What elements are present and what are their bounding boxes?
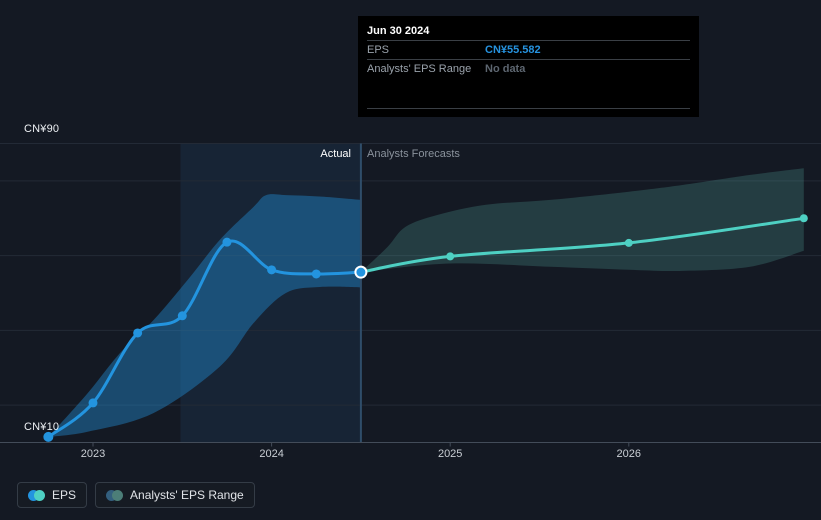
tooltip-row-label: Analysts' EPS Range <box>367 63 472 75</box>
analysts-range-series-icon <box>106 489 124 501</box>
tooltip-row-label: EPS <box>367 44 390 56</box>
eps-data-point[interactable] <box>267 265 277 275</box>
eps-data-point[interactable] <box>177 311 187 321</box>
actual-eps-range-band <box>48 194 361 437</box>
tooltip-date-title: Jun 30 2024 <box>367 25 430 37</box>
tooltip-separator <box>367 108 690 109</box>
chart-tooltip: Jun 30 2024 EPS CN¥55.582 Analysts' EPS … <box>358 16 699 117</box>
forecast-eps-range-band <box>360 168 804 273</box>
actual-section-label: Actual <box>320 148 351 160</box>
tooltip-row: Analysts' EPS Range No data <box>367 60 690 78</box>
eps-forecast-line <box>359 216 806 274</box>
tooltip-row-value: CN¥55.582 <box>485 44 541 56</box>
forecast-data-point[interactable] <box>624 238 633 247</box>
selected-data-point[interactable] <box>354 265 368 279</box>
x-axis-label-2024: 2024 <box>259 448 284 460</box>
eps-actual-line <box>46 239 363 439</box>
legend-label: EPS <box>52 488 77 502</box>
y-axis-min-label: CN¥10 <box>24 421 60 433</box>
actual-period-highlight <box>180 143 361 443</box>
eps-data-point[interactable] <box>88 398 98 408</box>
chart-legend: EPS Analysts' EPS Range <box>17 482 255 508</box>
legend-button-analysts-eps-range[interactable]: Analysts' EPS Range <box>95 482 255 508</box>
forecast-data-point[interactable] <box>446 252 455 261</box>
legend-label: Analysts' EPS Range <box>130 488 244 502</box>
forecast-data-point[interactable] <box>799 214 808 223</box>
forecasts-section-label: Analysts Forecasts <box>367 148 460 160</box>
x-axis-label-2023: 2023 <box>80 448 106 460</box>
eps-data-point[interactable] <box>133 328 143 338</box>
x-axis-label-2026: 2026 <box>616 448 642 460</box>
tooltip-separator <box>367 40 690 41</box>
tooltip-separator <box>367 59 690 60</box>
tooltip-row: EPS CN¥55.582 <box>367 41 690 59</box>
legend-button-eps[interactable]: EPS <box>17 482 88 508</box>
eps-data-point[interactable] <box>222 237 232 247</box>
eps-data-point[interactable] <box>43 431 54 442</box>
tooltip-row-value: No data <box>485 63 526 75</box>
eps-series-icon <box>28 489 45 501</box>
eps-data-point[interactable] <box>311 269 321 279</box>
x-axis-label-2025: 2025 <box>437 448 463 460</box>
y-axis-max-label: CN¥90 <box>24 123 60 135</box>
